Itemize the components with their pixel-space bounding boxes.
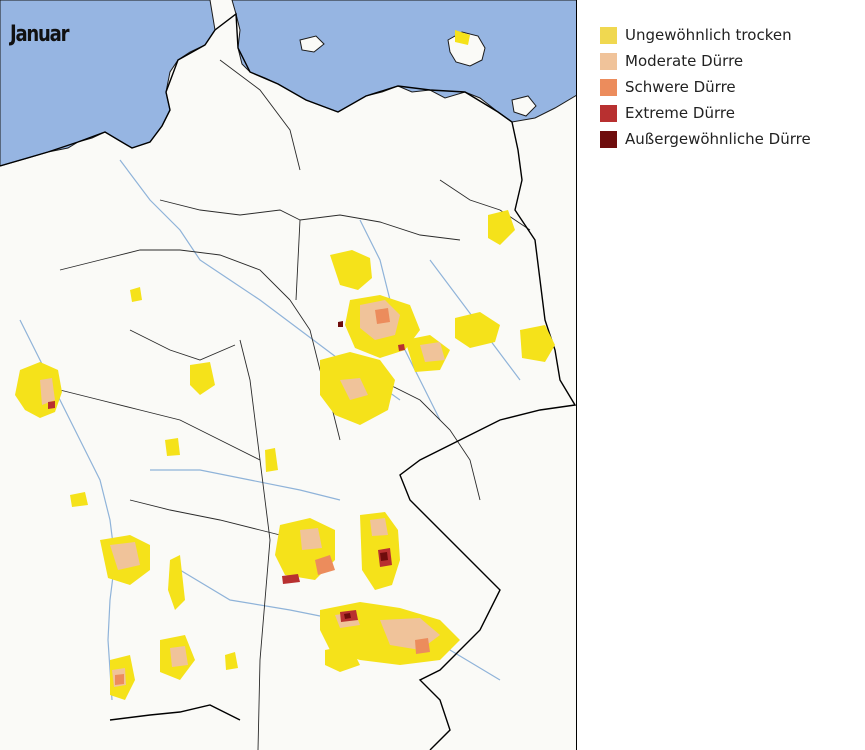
legend-label: Ungewöhnlich trocken [625, 26, 792, 44]
drought-patches-severe [115, 308, 430, 685]
legend-swatch-icon [600, 52, 617, 70]
legend: Ungewöhnlich trocken Moderate Dürre Schw… [600, 22, 811, 152]
legend-label: Moderate Dürre [625, 52, 744, 70]
legend-item-extreme-drought: Extreme Dürre [600, 100, 811, 126]
legend-item-unusually-dry: Ungewöhnlich trocken [600, 22, 811, 48]
rivers [19, 159, 521, 701]
drought-patches-moderate [40, 300, 445, 687]
legend-label: Extreme Dürre [625, 104, 735, 122]
state-borders [59, 59, 531, 750]
legend-item-moderate-drought: Moderate Dürre [600, 48, 811, 74]
legend-label: Schwere Dürre [625, 78, 736, 96]
southwest-border [109, 704, 241, 721]
legend-label: Außergewöhnliche Dürre [625, 130, 811, 148]
island-usedom [511, 95, 537, 117]
legend-swatch-icon [600, 104, 617, 122]
drought-map: Januar [0, 0, 577, 750]
drought-patches-exceptional [338, 321, 388, 619]
legend-swatch-icon [600, 130, 617, 148]
legend-item-severe-drought: Schwere Dürre [600, 74, 811, 100]
map-title: Januar [10, 22, 70, 47]
country-border [0, 12, 576, 750]
legend-swatch-icon [600, 78, 617, 96]
legend-swatch-icon [600, 26, 617, 44]
map-canvas [0, 0, 576, 750]
legend-item-exceptional-drought: Außergewöhnliche Dürre [600, 126, 811, 152]
island-fehmarn [299, 35, 325, 53]
